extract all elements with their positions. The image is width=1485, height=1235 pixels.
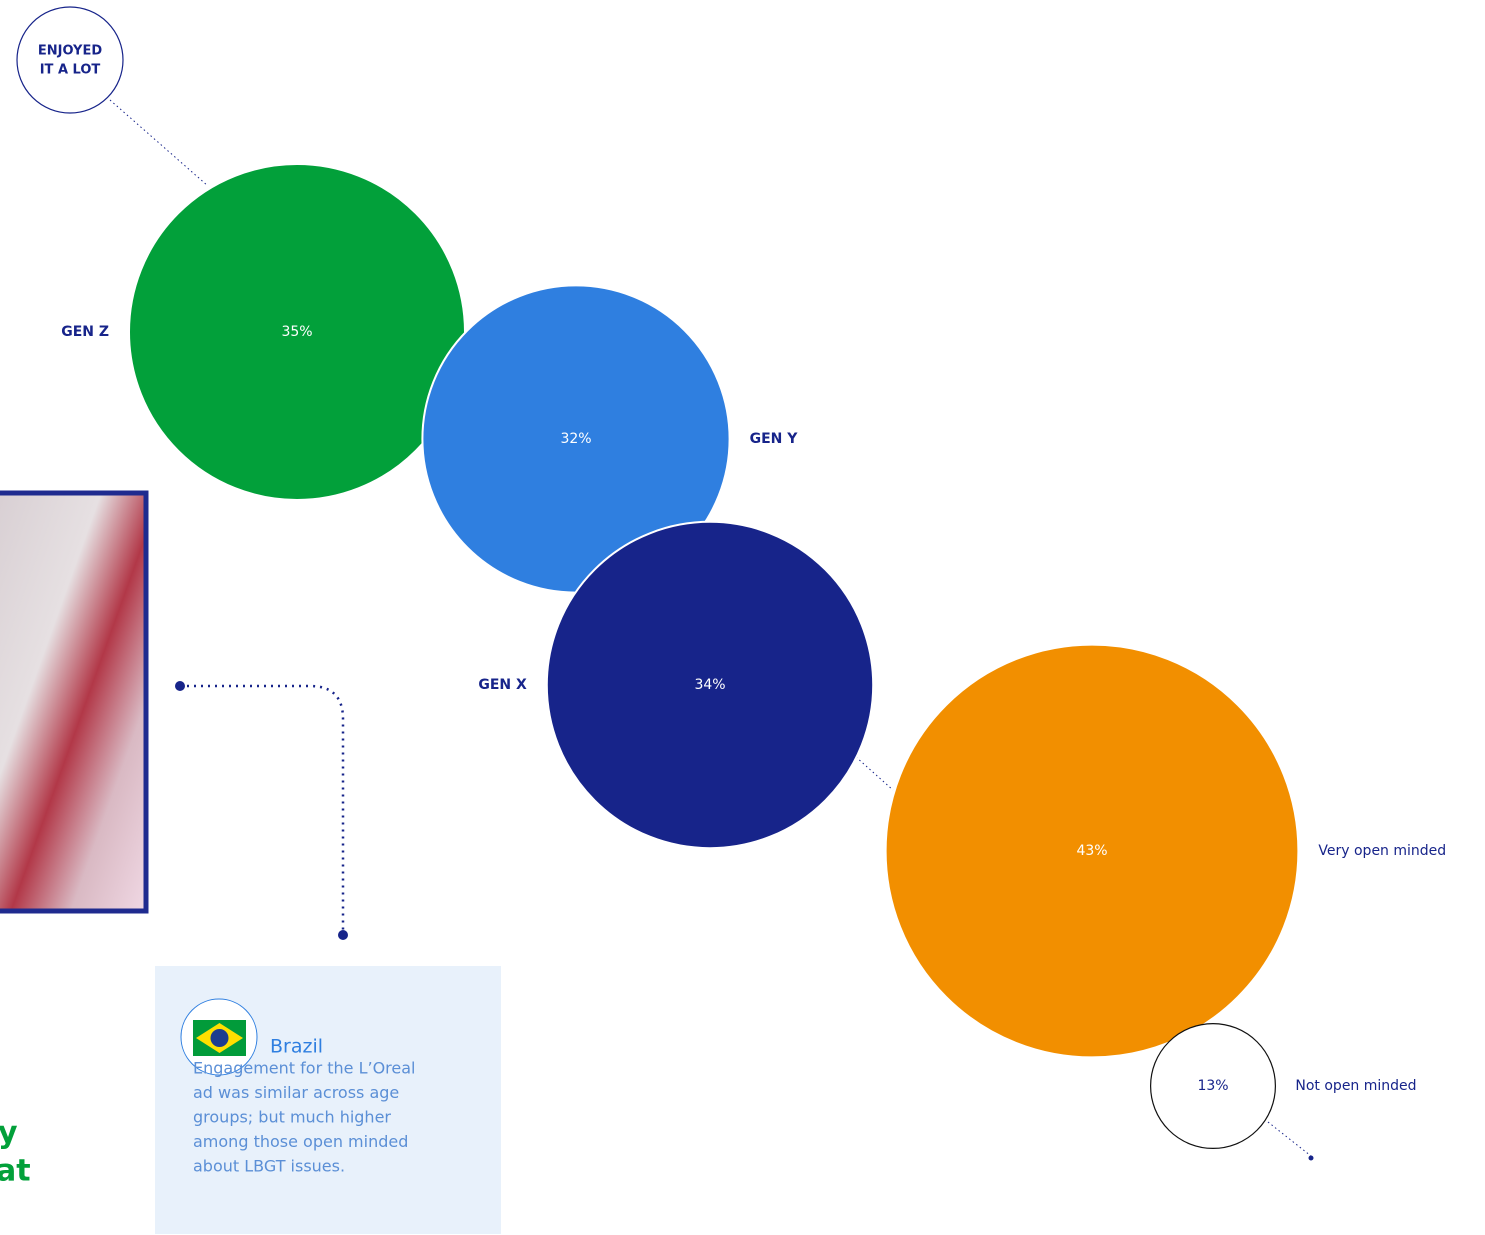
category-label: GEN Y bbox=[750, 431, 799, 447]
note-country: Brazil bbox=[270, 1036, 323, 1058]
note-line: Engagement for the L’Oreal bbox=[193, 1059, 415, 1078]
end-dot bbox=[1308, 1155, 1314, 1161]
title-line: ENJOYED bbox=[38, 44, 102, 59]
note-line: ad was similar across age bbox=[193, 1083, 399, 1102]
bubble bbox=[545, 520, 875, 850]
cropped-text: y bbox=[0, 1116, 18, 1151]
note-line: among those open minded bbox=[193, 1132, 408, 1151]
value-label: 43% bbox=[1076, 843, 1107, 859]
category-label: GEN X bbox=[478, 677, 527, 693]
note-line: groups; but much higher bbox=[193, 1108, 391, 1127]
title-circle bbox=[16, 6, 124, 114]
category-label: Not open minded bbox=[1295, 1078, 1416, 1094]
bubble bbox=[884, 643, 1300, 1059]
value-label: 35% bbox=[281, 324, 312, 340]
cropped-text: at bbox=[0, 1154, 31, 1189]
flag-globe bbox=[210, 1029, 229, 1047]
callout-line bbox=[180, 684, 345, 935]
callout-dot bbox=[338, 930, 348, 940]
title-line: IT A LOT bbox=[40, 63, 101, 78]
note-line: about LBGT issues. bbox=[193, 1157, 345, 1176]
connectors bbox=[109, 99, 1312, 1157]
value-label: 32% bbox=[560, 431, 591, 447]
category-label: GEN Z bbox=[61, 324, 109, 340]
bubble bbox=[1149, 1022, 1276, 1149]
callout-dot bbox=[175, 681, 185, 691]
value-label: 34% bbox=[694, 677, 725, 693]
category-label: Very open minded bbox=[1318, 843, 1446, 859]
value-label: 13% bbox=[1197, 1078, 1228, 1094]
photo bbox=[0, 490, 149, 914]
